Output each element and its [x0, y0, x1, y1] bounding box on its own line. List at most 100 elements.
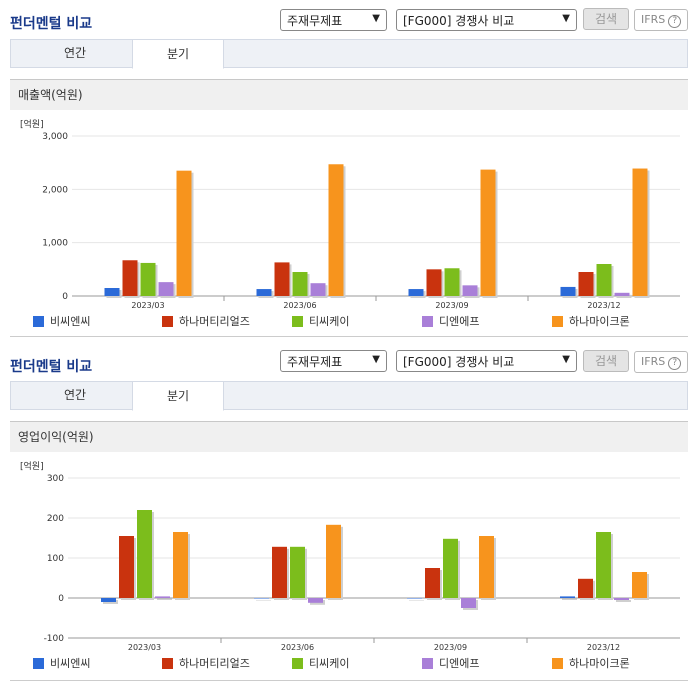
bar-shadow — [409, 600, 424, 601]
peer-group-select-value: [FG000] 경쟁사 비교 — [403, 355, 515, 369]
statement-select-value: 주재무제표 — [287, 355, 343, 369]
statement-select[interactable]: 주재무제표 ▼ — [280, 9, 387, 31]
statement-select[interactable]: 주재무제표 ▼ — [280, 350, 387, 372]
page-title: 펀더멘털 비교 — [10, 359, 93, 375]
tab-annual[interactable]: 연간 — [63, 388, 87, 402]
legend-swatch — [552, 658, 563, 669]
legend-label: 하나머티리얼즈 — [179, 314, 250, 328]
legend-label: 하나머티리얼즈 — [179, 656, 250, 670]
chart-subheader: 매출액(억원) — [10, 79, 688, 110]
tab-annual[interactable]: 연간 — [63, 46, 87, 60]
bar — [444, 268, 460, 296]
bar — [104, 288, 120, 296]
y-tick-label: 100 — [47, 554, 64, 564]
ifrs-help-button[interactable]: IFRS? — [634, 9, 688, 31]
legend-label: 디엔에프 — [439, 315, 479, 328]
chevron-down-icon: ▼ — [372, 13, 380, 24]
bar — [462, 285, 478, 296]
bar — [560, 286, 576, 296]
ifrs-label: IFRS — [641, 355, 666, 368]
legend-label: 비씨엔씨 — [50, 657, 90, 670]
statement-select-value: 주재무제표 — [287, 14, 343, 28]
chevron-down-icon: ▼ — [562, 354, 570, 365]
divider — [10, 680, 688, 681]
legend-swatch — [292, 658, 303, 669]
bar — [578, 272, 594, 296]
y-tick-label: 3,000 — [42, 132, 68, 142]
x-tick-label: 2023/03 — [128, 643, 161, 652]
bar — [173, 532, 188, 598]
legend-label: 디엔에프 — [439, 657, 479, 670]
unit-label: [억원] — [20, 118, 44, 130]
unit-label: [억원] — [20, 460, 44, 472]
y-tick-label: 300 — [47, 474, 64, 484]
operating-profit-chart: [억원] -100 0 100 200 300 2023/03 2023/06 2023/09 2… — [20, 460, 680, 670]
x-tick-label: 2023/12 — [587, 301, 620, 310]
legend-label: 비씨엔씨 — [50, 315, 90, 328]
bar — [140, 262, 156, 296]
legend-label: 하나마이크론 — [569, 656, 630, 670]
y-tick-label: -100 — [44, 634, 65, 644]
bar — [254, 598, 269, 599]
bar-shadow — [562, 598, 577, 600]
bar — [326, 524, 341, 598]
y-tick-label: 1,000 — [42, 239, 68, 249]
x-tick-label: 2023/09 — [435, 301, 468, 310]
divider — [10, 336, 688, 337]
legend-swatch — [33, 658, 44, 669]
bar — [328, 164, 344, 296]
bar — [578, 578, 593, 598]
bar — [426, 269, 442, 296]
legend-swatch — [422, 658, 433, 669]
search-button[interactable]: 검색 — [583, 8, 629, 30]
help-icon: ? — [668, 15, 682, 28]
x-tick-label: 2023/06 — [283, 301, 316, 310]
bar — [292, 272, 308, 296]
bar — [425, 568, 440, 598]
y-tick-label: 0 — [58, 594, 64, 604]
x-tick-label: 2023/06 — [281, 643, 314, 652]
bar — [256, 289, 272, 296]
x-tick-label: 2023/09 — [434, 643, 467, 652]
help-icon: ? — [668, 357, 682, 370]
legend-swatch — [162, 316, 173, 327]
bar — [122, 260, 138, 296]
bar — [274, 262, 290, 296]
peer-group-select[interactable]: [FG000] 경쟁사 비교 ▼ — [396, 350, 577, 372]
chevron-down-icon: ▼ — [372, 354, 380, 365]
legend-swatch — [552, 316, 563, 327]
bar — [596, 264, 612, 296]
search-button[interactable]: 검색 — [583, 350, 629, 372]
bar — [101, 598, 116, 602]
bar — [632, 572, 647, 598]
ifrs-label: IFRS — [641, 13, 666, 26]
bar — [560, 596, 575, 598]
legend-swatch — [162, 658, 173, 669]
bar — [596, 532, 611, 598]
ifrs-help-button[interactable]: IFRS? — [634, 351, 688, 373]
bar — [408, 289, 424, 296]
legend-label: 티씨케이 — [309, 315, 349, 328]
bar — [407, 598, 422, 599]
bar — [155, 596, 170, 598]
tab-quarterly[interactable]: 분기 — [132, 381, 224, 411]
bar — [176, 170, 192, 296]
bar — [137, 510, 152, 598]
x-tick-label: 2023/12 — [587, 643, 620, 652]
bar-shadow — [616, 294, 632, 298]
bar-shadow — [157, 598, 172, 600]
tab-quarterly[interactable]: 분기 — [132, 39, 224, 69]
peer-group-select-value: [FG000] 경쟁사 비교 — [403, 14, 515, 28]
bar — [119, 536, 134, 598]
bar — [308, 598, 323, 603]
peer-group-select[interactable]: [FG000] 경쟁사 비교 ▼ — [396, 9, 577, 31]
bar — [310, 283, 326, 296]
legend-swatch — [33, 316, 44, 327]
bar — [443, 538, 458, 598]
y-tick-label: 2,000 — [42, 185, 68, 195]
period-tabs: 연간 분기 — [10, 39, 688, 69]
y-tick-label: 0 — [62, 292, 68, 302]
legend-label: 티씨케이 — [309, 657, 349, 670]
bar — [480, 169, 496, 296]
chevron-down-icon: ▼ — [562, 13, 570, 24]
